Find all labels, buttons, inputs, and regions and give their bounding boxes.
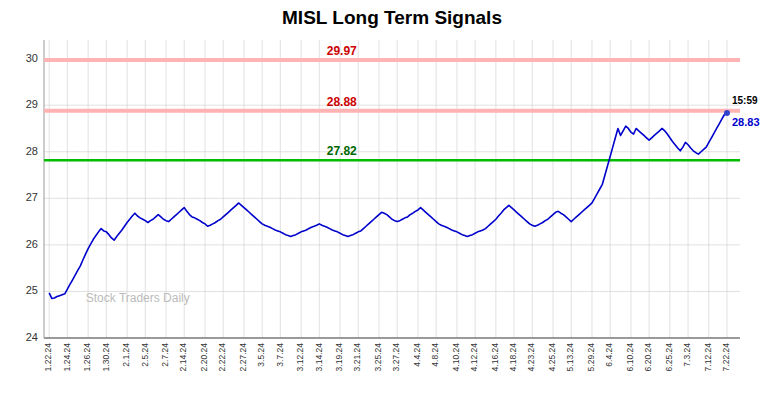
x-grid-line: [669, 40, 670, 338]
y-tick-label: 27: [26, 191, 38, 203]
x-grid-line: [280, 40, 281, 338]
reference-label: 27.82: [327, 144, 357, 158]
x-tick-label: 3.14.24: [314, 343, 324, 372]
x-grid-line: [67, 40, 68, 338]
y-grid-line: [44, 338, 740, 339]
reference-line: [44, 58, 740, 62]
x-tick-label: 3.19.24: [334, 343, 344, 372]
y-tick-label: 25: [26, 284, 38, 296]
x-tick-label: 1.24.24: [62, 343, 72, 372]
y-grid-line: [44, 244, 740, 245]
reference-label: 29.97: [327, 44, 357, 58]
x-tick-label: 4.12.24: [469, 343, 479, 372]
x-grid-line: [532, 40, 533, 338]
x-grid-line: [417, 40, 418, 338]
x-tick-label: 3.5.24: [256, 343, 266, 367]
x-grid-line: [553, 40, 554, 338]
x-grid-line: [649, 40, 650, 338]
x-grid-line: [514, 40, 515, 338]
x-grid-line: [340, 40, 341, 338]
x-grid-line: [379, 40, 380, 338]
x-tick-label: 4.16.24: [490, 343, 500, 372]
grid: [44, 40, 740, 338]
x-grid-line: [358, 40, 359, 338]
watermark: Stock Traders Daily: [86, 291, 190, 305]
x-grid-line: [397, 40, 398, 338]
x-tick-label: 4.25.24: [547, 343, 557, 372]
y-tick-label: 28: [26, 145, 38, 157]
x-grid-line: [708, 40, 709, 338]
x-tick-label: 6.25.24: [664, 343, 674, 372]
x-tick-label: 7.22.24: [721, 343, 731, 372]
x-tick-label: 2.27.24: [238, 343, 248, 372]
x-tick-label: 3.21.24: [352, 343, 362, 372]
x-grid-line: [243, 40, 244, 338]
x-grid-line: [456, 40, 457, 338]
x-tick-label: 6.10.24: [625, 343, 635, 372]
x-tick-label: 2.5.24: [140, 343, 150, 367]
y-tick-label: 30: [26, 52, 38, 64]
last-point: [724, 110, 730, 116]
x-tick-label: 2.20.24: [199, 343, 209, 372]
title: MISL Long Term Signals: [282, 7, 502, 28]
x-grid-line: [436, 40, 437, 338]
y-tick-label: 24: [26, 331, 38, 343]
plot-area: [44, 60, 740, 298]
x-tick-label: 3.12.24: [295, 343, 305, 372]
x-grid-line: [262, 40, 263, 338]
price-line: [49, 113, 727, 298]
x-tick-label: 6.4.24: [604, 343, 614, 367]
last-time-label: 15:59: [732, 95, 758, 106]
x-axis-line: [44, 338, 740, 339]
x-tick-label: 4.18.24: [508, 343, 518, 372]
x-grid-line: [319, 40, 320, 338]
x-grid-line: [688, 40, 689, 338]
x-grid-line: [630, 40, 631, 338]
x-grid-line: [301, 40, 302, 338]
x-grid-line: [571, 40, 572, 338]
y-grid-line: [44, 151, 740, 152]
reference-line: [44, 159, 740, 162]
reference-line: [44, 109, 740, 113]
x-tick-label: 3.7.24: [275, 343, 285, 367]
y-grid-line: [44, 105, 740, 106]
y-axis-line: [44, 40, 45, 338]
x-tick-label: 4.8.24: [430, 343, 440, 367]
x-tick-label: 5.29.24: [586, 343, 596, 372]
x-tick-label: 1.26.24: [82, 343, 92, 372]
x-grid-line: [495, 40, 496, 338]
x-tick-label: 2.22.24: [217, 343, 227, 372]
y-grid-line: [44, 198, 740, 199]
x-tick-label: 3.25.24: [373, 343, 383, 372]
x-tick-label: 7.12.24: [703, 343, 713, 372]
chart: 24 25 26 27 28 29 30 1.22.24 1.24.24 1.26.24 1.30.…: [0, 0, 784, 398]
x-tick-label: 4.10.24: [451, 343, 461, 372]
x-grid-line: [591, 40, 592, 338]
x-tick-label: 2.14.24: [178, 343, 188, 372]
last-value-label: 28.83: [732, 116, 760, 128]
x-tick-label: 4.23.24: [526, 343, 536, 372]
x-tick-label: 1.30.24: [101, 343, 111, 372]
x-grid-line: [205, 40, 206, 338]
reference-label: 28.88: [327, 95, 357, 109]
x-tick-label: 6.20.24: [643, 343, 653, 372]
x-grid-line: [727, 40, 728, 338]
x-grid-line: [610, 40, 611, 338]
y-tick-label: 26: [26, 238, 38, 250]
y-tick-label: 29: [26, 98, 38, 110]
y-grid-line: [44, 58, 740, 59]
x-tick-label: 1.22.24: [43, 343, 53, 372]
background: [0, 0, 784, 398]
x-tick-label: 2.1.24: [121, 343, 131, 367]
x-tick-label: 4.4.24: [412, 343, 422, 367]
x-tick-label: 7.3.24: [682, 343, 692, 367]
x-grid-line: [475, 40, 476, 338]
x-tick-label: 5.13.24: [565, 343, 575, 372]
x-tick-label: 2.7.24: [160, 343, 170, 367]
x-grid-line: [223, 40, 224, 338]
x-tick-label: 3.27.24: [391, 343, 401, 372]
